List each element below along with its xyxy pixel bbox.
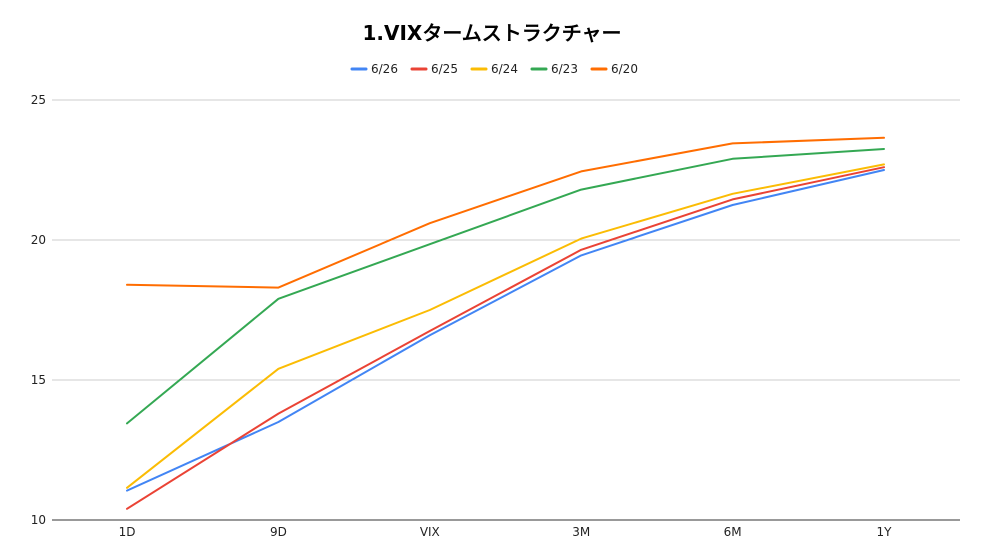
series-line <box>126 136 885 289</box>
x-tick-label: VIX <box>420 525 440 539</box>
y-axis-ticks: 10 15 20 25 <box>31 93 46 527</box>
series-lines <box>126 136 885 510</box>
x-axis-ticks: 1D 9D VIX 3M 6M 1Y <box>119 525 893 539</box>
legend-label: 6/20 <box>611 62 638 76</box>
chart-title: 1.VIXタームストラクチャー <box>362 21 621 45</box>
x-tick-label: 1D <box>119 525 136 539</box>
legend-label: 6/26 <box>371 62 398 76</box>
y-tick-label: 10 <box>31 513 46 527</box>
x-tick-label: 3M <box>572 525 590 539</box>
legend-item[interactable]: 6/20 <box>590 62 638 76</box>
legend-item[interactable]: 6/25 <box>410 62 458 76</box>
legend: 6/26 6/25 6/24 6/23 6/20 <box>350 62 638 76</box>
y-tick-label: 20 <box>31 233 46 247</box>
x-tick-label: 9D <box>270 525 287 539</box>
series-line <box>126 169 885 492</box>
legend-label: 6/23 <box>551 62 578 76</box>
gridlines <box>52 99 960 381</box>
legend-item[interactable]: 6/24 <box>470 62 518 76</box>
legend-label: 6/25 <box>431 62 458 76</box>
y-tick-label: 15 <box>31 373 46 387</box>
series-line <box>126 148 885 425</box>
x-tick-label: 1Y <box>877 525 893 539</box>
legend-item[interactable]: 6/23 <box>530 62 578 76</box>
y-tick-label: 25 <box>31 93 46 107</box>
legend-label: 6/24 <box>491 62 518 76</box>
legend-item[interactable]: 6/26 <box>350 62 398 76</box>
series-line <box>126 166 885 510</box>
x-tick-label: 6M <box>724 525 742 539</box>
series-line <box>126 163 885 489</box>
